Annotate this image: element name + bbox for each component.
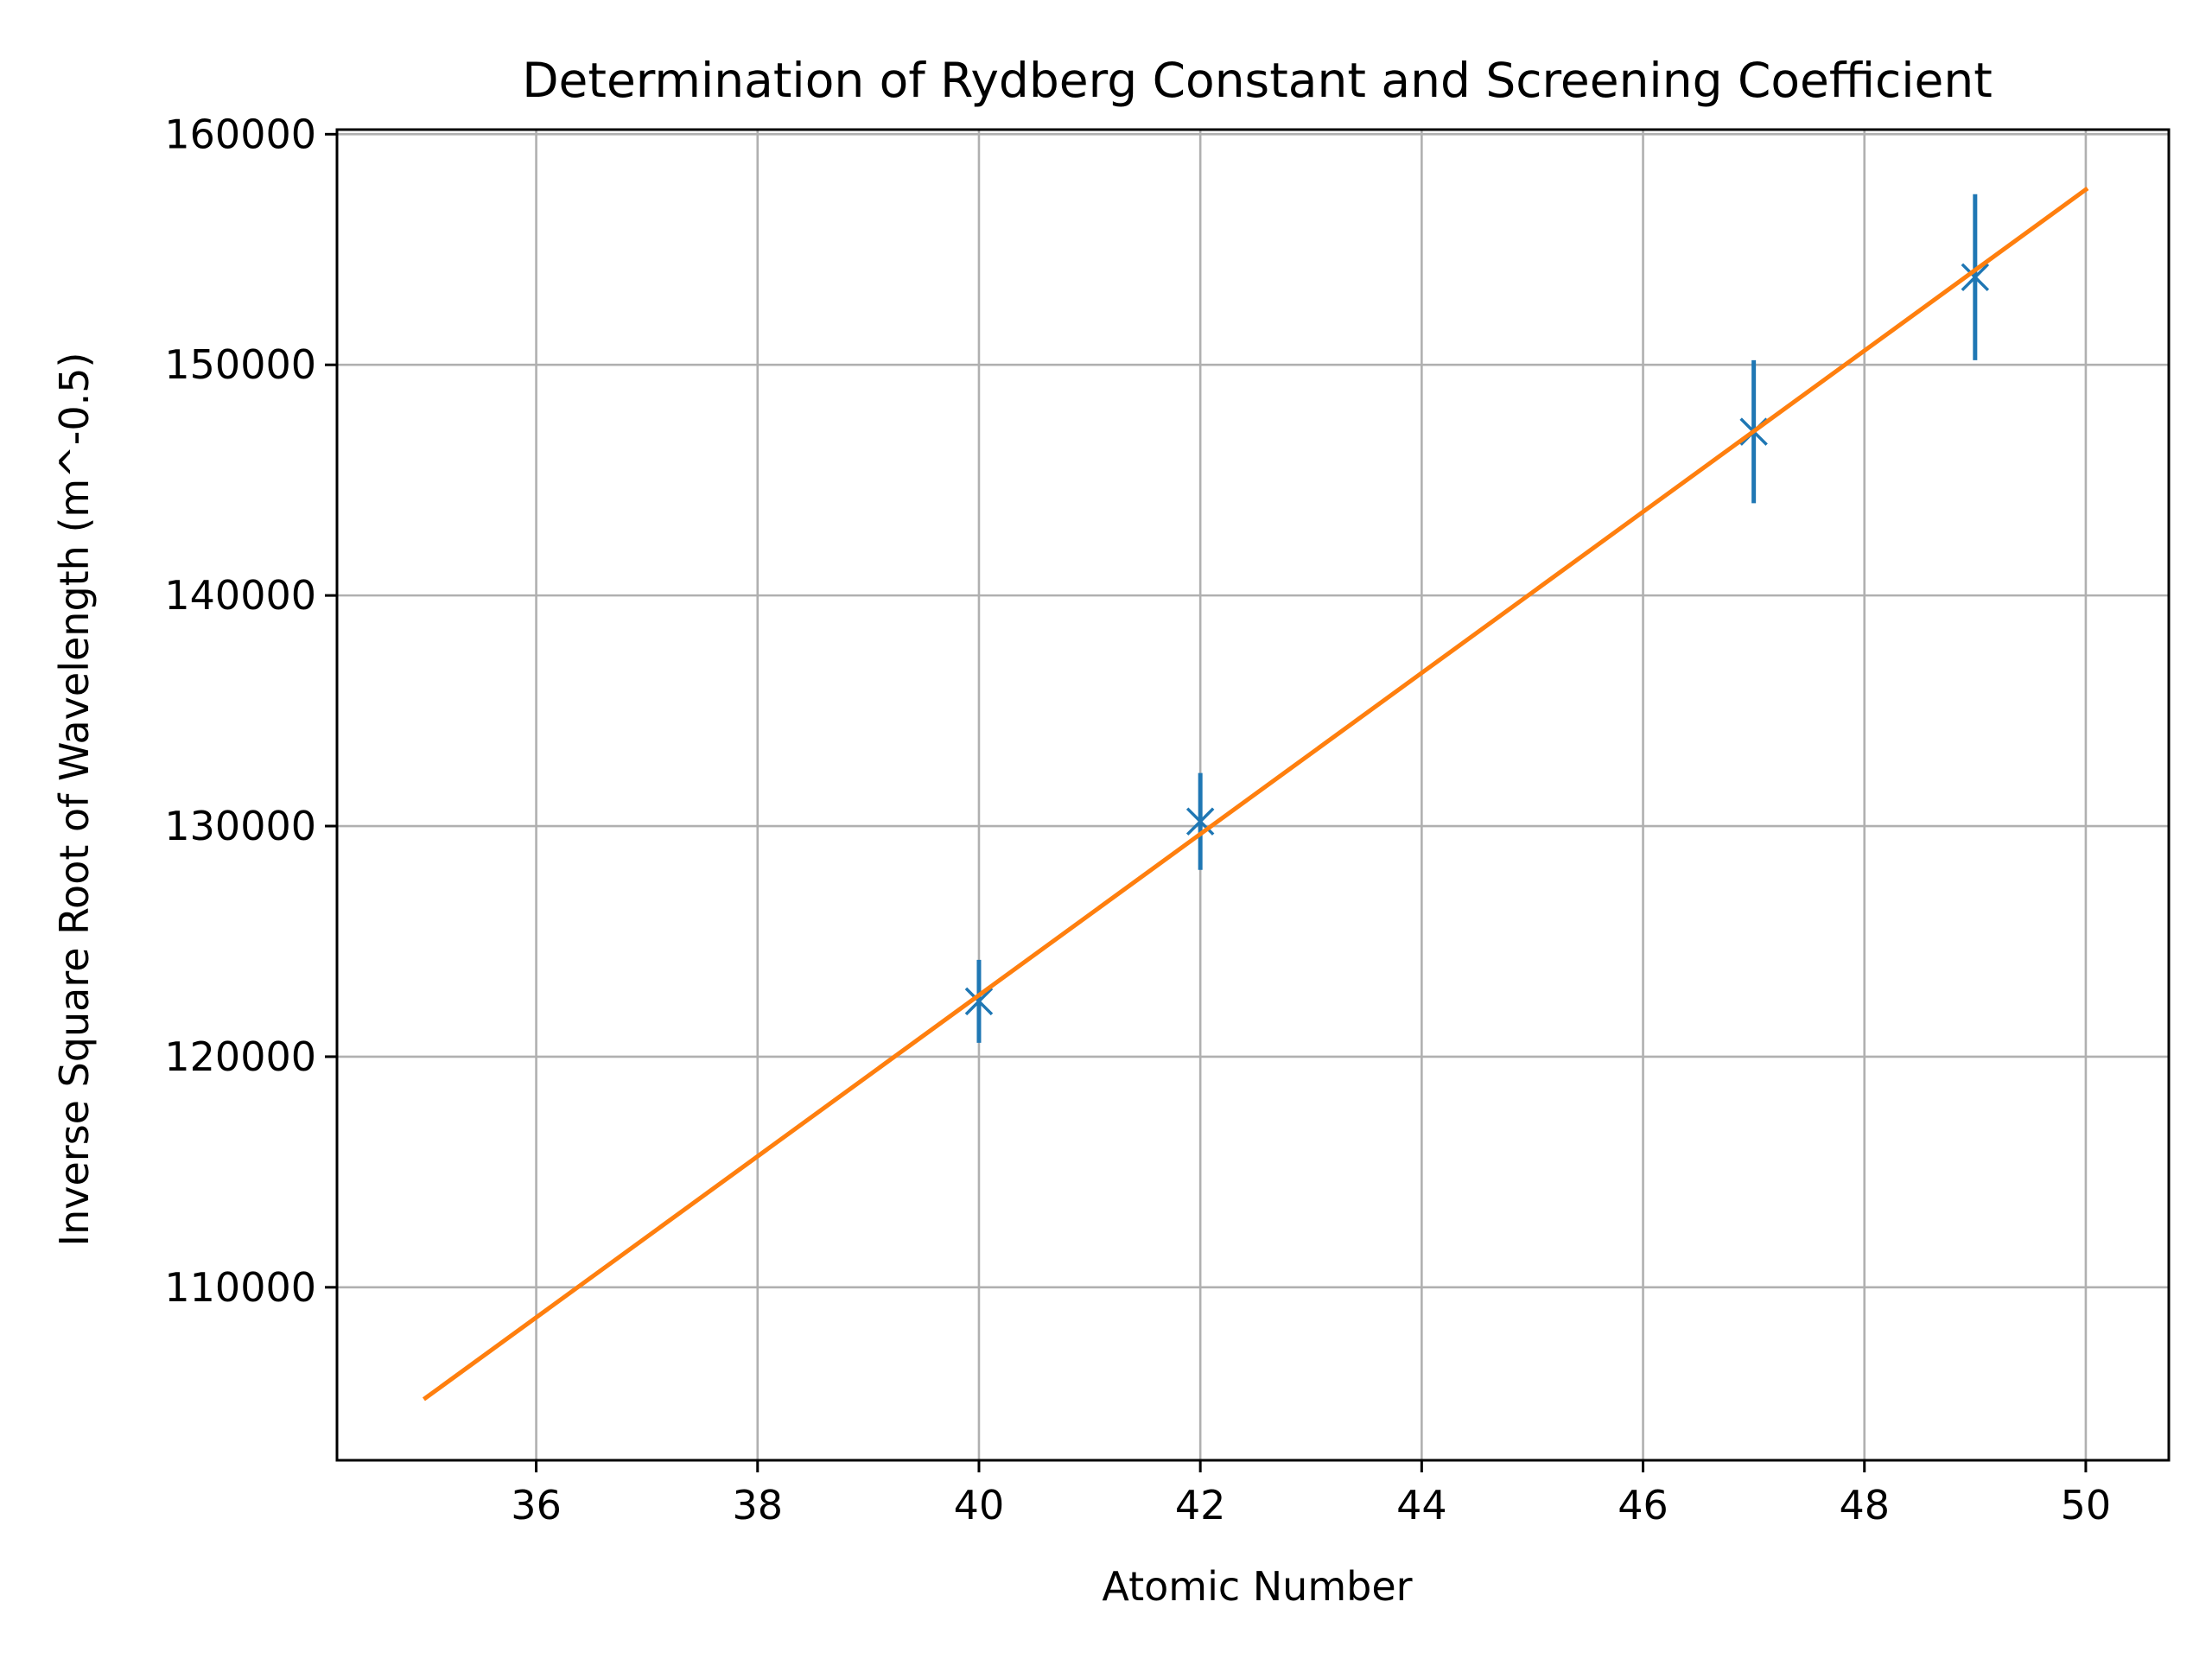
axis-ticks: 36 38 40 42 44 46 48 50 110000 120000 130000 140000… xyxy=(164,111,2111,1529)
fit-line xyxy=(422,186,2089,1402)
marker-stroke xyxy=(1961,263,1990,292)
plot-frame xyxy=(335,128,2171,1462)
y-axis-label: Inverse Square Root of Wavelength (m^-0.… xyxy=(51,353,98,1247)
y-tick-label: 120000 xyxy=(164,1033,316,1080)
x-tick-label: 50 xyxy=(2061,1482,2112,1529)
y-tick-label: 160000 xyxy=(164,111,316,157)
x-tick-label: 44 xyxy=(1396,1482,1447,1529)
x-tick-label: 36 xyxy=(511,1482,562,1529)
y-tick-label: 140000 xyxy=(164,572,316,619)
x-tick-label: 40 xyxy=(954,1482,1005,1529)
x-tick-label: 42 xyxy=(1175,1482,1226,1529)
marker-stroke xyxy=(1185,807,1215,836)
marker-stroke xyxy=(964,987,994,1016)
x-tick-label: 48 xyxy=(1839,1482,1890,1529)
data-point-marker xyxy=(1961,263,1990,292)
x-tick-label: 38 xyxy=(732,1482,783,1529)
chart-title: Determination of Rydberg Constant and Sc… xyxy=(522,53,1993,108)
x-tick-label: 46 xyxy=(1618,1482,1669,1529)
data-point-marker xyxy=(964,987,994,1016)
x-axis-label: Atomic Number xyxy=(1102,1563,1412,1610)
y-tick-label: 150000 xyxy=(164,341,316,388)
y-tick-label: 130000 xyxy=(164,803,316,849)
y-tick-label: 110000 xyxy=(164,1264,316,1311)
plot-area xyxy=(422,186,2089,1402)
grid-lines xyxy=(337,130,2169,1460)
